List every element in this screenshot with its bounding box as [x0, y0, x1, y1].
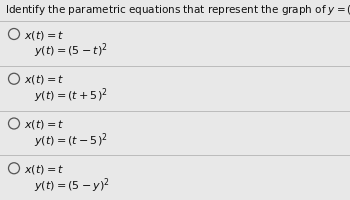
Text: Identify the parametric equations that represent the graph of $y = (5 - x)^2$.: Identify the parametric equations that r…	[5, 2, 350, 18]
Text: $x(t) = t$: $x(t) = t$	[25, 162, 65, 175]
Text: $y(t) = (t - 5)^2$: $y(t) = (t - 5)^2$	[34, 131, 107, 149]
Text: $x(t) = t$: $x(t) = t$	[25, 117, 65, 130]
Text: $y(t) = (t + 5)^2$: $y(t) = (t + 5)^2$	[34, 86, 107, 105]
Text: $x(t) = t$: $x(t) = t$	[25, 28, 65, 41]
Text: $y(t) = (5 - t)^2$: $y(t) = (5 - t)^2$	[34, 41, 107, 60]
Text: $x(t) = t$: $x(t) = t$	[25, 73, 65, 86]
Text: $y(t) = (5 - y)^2$: $y(t) = (5 - y)^2$	[34, 175, 109, 194]
